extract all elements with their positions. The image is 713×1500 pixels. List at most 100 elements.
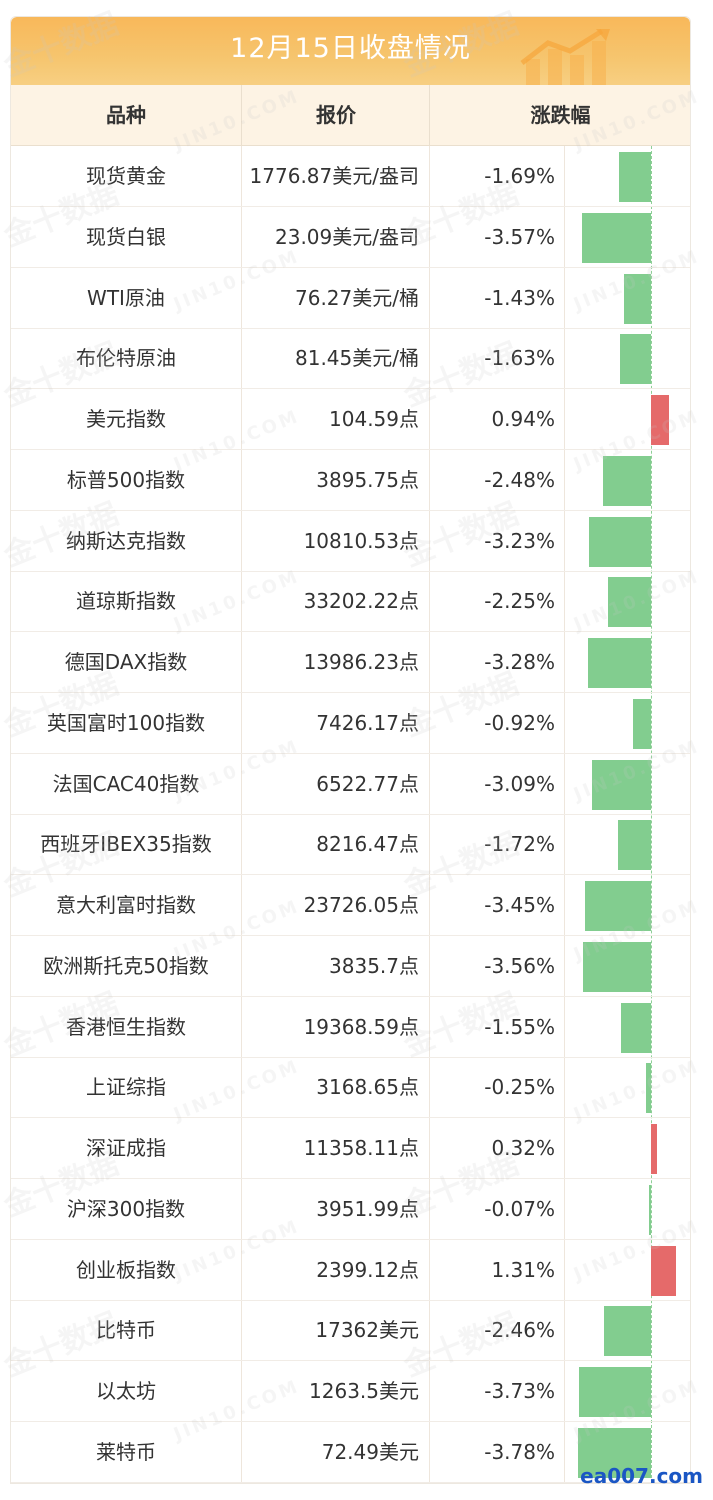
instrument-name: 现货白银 [86, 224, 166, 249]
change-bar-negative [617, 820, 651, 871]
change-bar-negative [621, 1002, 651, 1053]
table-row: 德国DAX指数 13986.23点 -3.28% [11, 632, 690, 693]
instrument-change: -3.56% [484, 953, 555, 978]
instrument-name: 欧洲斯托克50指数 [43, 953, 209, 978]
change-bar-positive [651, 395, 670, 445]
table-row: 英国富时100指数 7426.17点 -0.92% [11, 693, 690, 754]
table-row: 西班牙IBEX35指数 8216.47点 -1.72% [11, 814, 690, 876]
instrument-change: -3.23% [484, 528, 555, 553]
instrument-name: 上证综指 [86, 1075, 166, 1100]
instrument-change: -3.57% [484, 224, 555, 249]
instrument-price: 76.27美元/桶 [295, 285, 419, 310]
instrument-price: 13986.23点 [303, 650, 419, 674]
table-row: 上证综指 3168.65点 -0.25% [11, 1057, 690, 1119]
instrument-price: 6522.77点 [316, 771, 419, 796]
column-divider [241, 146, 242, 1483]
change-bar-negative [579, 1367, 651, 1417]
header-change: 涨跌幅 [429, 85, 690, 145]
table-header: 品种 报价 涨跌幅 [11, 85, 690, 146]
instrument-price: 7426.17点 [316, 710, 419, 735]
instrument-change: -1.43% [484, 285, 555, 310]
change-bar-negative [603, 455, 651, 506]
change-bar-negative [633, 698, 651, 749]
instrument-name: 西班牙IBEX35指数 [40, 832, 212, 857]
change-bar-negative [646, 1063, 651, 1114]
column-divider [564, 146, 565, 1483]
change-bar-negative [603, 1306, 651, 1357]
instrument-change: -1.69% [484, 164, 555, 188]
change-bar-negative [578, 1427, 651, 1478]
header-price: 报价 [241, 85, 430, 145]
table-row: 布伦特原油 81.45美元/桶 -1.63% [11, 328, 690, 390]
instrument-name: 香港恒生指数 [66, 1014, 186, 1039]
change-bar-negative [607, 577, 651, 628]
instrument-price: 3895.75点 [316, 467, 419, 492]
table-row: 法国CAC40指数 6522.77点 -3.09% [11, 754, 690, 815]
instrument-change: -2.25% [484, 589, 555, 614]
change-bar-negative [588, 638, 651, 688]
change-bar-negative [618, 152, 651, 202]
instrument-name: 英国富时100指数 [46, 710, 206, 735]
instrument-change: -3.78% [484, 1439, 555, 1464]
instrument-change: -3.73% [484, 1379, 555, 1403]
instrument-name: 德国DAX指数 [64, 650, 188, 674]
change-bar-positive [651, 1124, 658, 1174]
instrument-price: 81.45美元/桶 [295, 346, 419, 371]
instrument-price: 23.09美元/盎司 [275, 224, 419, 249]
instrument-change: -0.25% [484, 1075, 555, 1100]
instrument-price: 1263.5美元 [309, 1379, 419, 1403]
instrument-price: 3835.7点 [329, 953, 419, 978]
change-bar-negative [591, 759, 651, 810]
table-row: 标普500指数 3895.75点 -2.48% [11, 450, 690, 511]
instrument-name: 布伦特原油 [76, 346, 176, 371]
table-row: WTI原油 76.27美元/桶 -1.43% [11, 268, 690, 329]
instrument-price: 3951.99点 [316, 1196, 419, 1221]
instrument-name: 法国CAC40指数 [52, 771, 200, 796]
instrument-name: 莱特币 [96, 1439, 156, 1464]
table-row: 莱特币 72.49美元 -3.78% [11, 1422, 690, 1483]
change-bar-negative [582, 941, 651, 992]
change-bar-negative [619, 334, 651, 385]
table-row: 纳斯达克指数 10810.53点 -3.23% [11, 511, 690, 572]
zero-baseline [651, 146, 652, 1483]
instrument-change: -0.92% [484, 710, 555, 735]
change-bar-negative [588, 516, 651, 567]
instrument-change: -3.09% [484, 771, 555, 796]
instrument-price: 11358.11点 [303, 1136, 419, 1160]
chart-growth-icon [520, 29, 610, 85]
table-row: 沪深300指数 3951.99点 -0.07% [11, 1179, 690, 1240]
instrument-name: 现货黄金 [86, 164, 166, 188]
instrument-name: 标普500指数 [66, 467, 186, 492]
instrument-price: 19368.59点 [303, 1014, 419, 1039]
instrument-price: 17362美元 [315, 1318, 419, 1343]
instrument-price: 10810.53点 [303, 528, 419, 553]
instrument-change: -2.46% [484, 1318, 555, 1343]
column-divider [429, 146, 430, 1483]
instrument-change: -3.28% [484, 650, 555, 674]
table-row: 现货黄金 1776.87美元/盎司 -1.69% [11, 146, 690, 207]
table-row: 欧洲斯托克50指数 3835.7点 -3.56% [11, 936, 690, 997]
instrument-name: 沪深300指数 [66, 1196, 186, 1221]
instrument-price: 23726.05点 [303, 893, 419, 917]
table-row: 比特币 17362美元 -2.46% [11, 1300, 690, 1362]
instrument-change: -1.55% [484, 1014, 555, 1039]
instrument-price: 33202.22点 [303, 589, 419, 614]
instrument-change: 0.32% [491, 1136, 555, 1160]
change-bar-negative [582, 212, 651, 263]
table-row: 深证成指 11358.11点 0.32% [11, 1118, 690, 1179]
table-row: 现货白银 23.09美元/盎司 -3.57% [11, 207, 690, 268]
change-bar-negative [649, 1184, 651, 1235]
table-row: 意大利富时指数 23726.05点 -3.45% [11, 875, 690, 936]
instrument-name: 创业板指数 [76, 1257, 176, 1282]
instrument-name: 比特币 [96, 1318, 156, 1343]
instrument-name: 深证成指 [86, 1136, 166, 1160]
table-row: 以太坊 1263.5美元 -3.73% [11, 1361, 690, 1422]
instrument-change: -2.48% [484, 467, 555, 492]
instrument-change: -1.63% [484, 346, 555, 371]
instrument-name: 纳斯达克指数 [66, 528, 186, 553]
instrument-change: -1.72% [484, 832, 555, 857]
table-row: 美元指数 104.59点 0.94% [11, 389, 690, 450]
instrument-name: WTI原油 [87, 285, 165, 310]
site-logo: ea007.com [580, 1464, 703, 1488]
instrument-change: 0.94% [491, 407, 555, 431]
